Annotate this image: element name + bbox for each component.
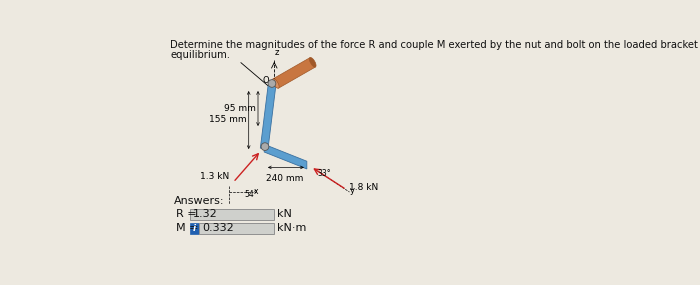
Circle shape bbox=[268, 80, 276, 87]
Ellipse shape bbox=[272, 79, 279, 88]
Text: equilibrium.: equilibrium. bbox=[170, 50, 230, 60]
Text: 95 mm: 95 mm bbox=[224, 104, 256, 113]
Text: i: i bbox=[193, 224, 196, 233]
Text: kN: kN bbox=[277, 209, 293, 219]
Text: R =: R = bbox=[176, 209, 197, 219]
Text: y: y bbox=[350, 186, 355, 195]
FancyBboxPatch shape bbox=[190, 223, 199, 234]
Polygon shape bbox=[260, 86, 276, 148]
FancyBboxPatch shape bbox=[190, 209, 274, 220]
Text: M =: M = bbox=[176, 223, 198, 233]
FancyBboxPatch shape bbox=[199, 223, 274, 234]
Text: 240 mm: 240 mm bbox=[267, 174, 304, 183]
Circle shape bbox=[261, 143, 269, 150]
Text: z: z bbox=[275, 48, 279, 57]
Text: 0.332: 0.332 bbox=[202, 223, 234, 233]
Text: 1.3 kN: 1.3 kN bbox=[200, 172, 230, 181]
Text: Determine the magnitudes of the force R and couple M exerted by the nut and bolt: Determine the magnitudes of the force R … bbox=[170, 40, 700, 50]
Text: O: O bbox=[262, 76, 270, 85]
Text: 155 mm: 155 mm bbox=[209, 115, 246, 124]
Text: Answers:: Answers: bbox=[174, 196, 225, 206]
Text: 54°: 54° bbox=[244, 190, 258, 199]
Ellipse shape bbox=[309, 58, 316, 67]
Text: 1.32: 1.32 bbox=[193, 209, 218, 219]
Text: kN·m: kN·m bbox=[277, 223, 307, 233]
Polygon shape bbox=[264, 144, 307, 169]
Polygon shape bbox=[273, 58, 316, 88]
Text: 1.8 kN: 1.8 kN bbox=[349, 183, 378, 192]
Text: x: x bbox=[253, 187, 258, 196]
Text: 33°: 33° bbox=[318, 169, 331, 178]
